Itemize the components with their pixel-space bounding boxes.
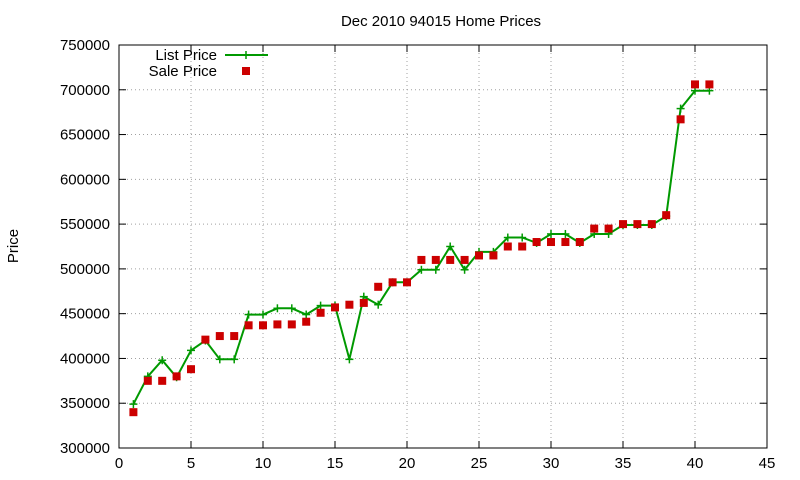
y-tick-label: 300000: [60, 440, 110, 457]
list-price-point: [273, 304, 282, 313]
y-tick-label: 650000: [60, 127, 110, 144]
sale-price-point: [489, 251, 498, 260]
y-axis-label: Price: [5, 229, 22, 263]
legend: List Price Sale Price: [149, 47, 268, 80]
y-tick-label: 750000: [60, 37, 110, 54]
sale-price-point: [403, 278, 411, 287]
sale-price-point: [676, 115, 685, 124]
sale-price-point: [619, 220, 627, 229]
sale-price-point: [359, 298, 368, 307]
sale-price-point: [503, 242, 512, 251]
sale-price-point: [374, 282, 383, 291]
x-tick-label: 5: [187, 455, 195, 472]
sale-price-point: [417, 255, 426, 264]
sale-price-point: [590, 224, 599, 233]
axis-ticks: 0 5 10 15 20 25 30 35 40 45 300000 350000 400000 4500…: [60, 37, 775, 472]
x-tick-label: 45: [759, 455, 776, 472]
sale-price-point: [475, 251, 483, 260]
list-price-point: [417, 265, 426, 274]
sale-price-point: [431, 255, 440, 264]
sale-price-point: [273, 320, 282, 329]
list-price-point: [518, 233, 527, 242]
legend-marker-list-price: [242, 51, 250, 59]
list-price-point: [676, 104, 685, 113]
sale-price-point: [316, 308, 325, 317]
list-price-point: [316, 301, 325, 310]
list-price-point: [503, 233, 512, 242]
list-price-point: [187, 346, 195, 355]
list-price-point: [460, 265, 469, 274]
sale-price-point: [345, 300, 354, 309]
sale-price-point: [201, 335, 210, 344]
chart-title: Dec 2010 94015 Home Prices: [341, 13, 541, 30]
sale-price-point: [244, 321, 253, 330]
series-layer: [129, 80, 714, 417]
list-price-point: [374, 300, 383, 309]
sale-price-point: [633, 220, 642, 229]
sale-price-point: [647, 220, 656, 229]
x-tick-label: 0: [115, 455, 123, 472]
sale-price-point: [691, 80, 699, 89]
grid-lines: [119, 45, 767, 448]
sale-price-point: [388, 278, 397, 287]
x-tick-label: 30: [543, 455, 560, 472]
x-tick-label: 25: [471, 455, 488, 472]
sale-price-point: [230, 332, 239, 341]
list-price-point: [215, 355, 224, 364]
sale-price-point: [705, 80, 714, 89]
y-tick-label: 500000: [60, 261, 110, 278]
list-price-point: [129, 400, 138, 409]
list-price-point: [287, 304, 296, 313]
x-tick-label: 40: [687, 455, 704, 472]
plot-frame: [118, 44, 768, 449]
y-tick-label: 700000: [60, 82, 110, 99]
sale-price-point: [561, 238, 570, 247]
sale-price-point: [460, 255, 469, 264]
x-tick-label: 20: [399, 455, 416, 472]
x-tick-label: 10: [255, 455, 272, 472]
y-tick-label: 350000: [60, 395, 110, 412]
legend-marker-sale-price: [242, 67, 250, 75]
sale-price-point: [158, 376, 167, 385]
sale-price-point: [302, 317, 311, 326]
y-tick-label: 450000: [60, 306, 110, 323]
list-price-point: [547, 229, 555, 238]
legend-marks: [225, 51, 268, 75]
x-tick-label: 35: [615, 455, 632, 472]
list-price-point: [302, 310, 311, 319]
sale-price-point: [532, 238, 541, 247]
sale-price-point: [446, 255, 455, 264]
sale-price-point: [662, 211, 671, 220]
sale-price-point: [187, 365, 195, 374]
sale-price-point: [143, 376, 152, 385]
list-price-point: [446, 242, 455, 251]
legend-label-list-price: List Price: [155, 47, 217, 64]
list-price-point: [561, 229, 570, 238]
sale-price-point: [129, 408, 138, 417]
sale-price-point: [518, 242, 527, 251]
list-price-point: [158, 356, 167, 365]
legend-label-sale-price: Sale Price: [149, 63, 217, 80]
y-tick-label: 550000: [60, 216, 110, 233]
list-price-point: [431, 265, 440, 274]
sale-price-point: [287, 320, 296, 329]
sale-price-point: [604, 224, 613, 233]
list-price-point: [230, 355, 239, 364]
sale-price-point: [259, 321, 267, 330]
list-price-point: [259, 310, 267, 319]
x-tick-label: 15: [327, 455, 344, 472]
sale-price-point: [215, 332, 224, 341]
list-price-point: [345, 355, 354, 364]
sale-price-point: [575, 238, 584, 247]
sale-price-point: [172, 372, 181, 381]
y-tick-label: 400000: [60, 350, 110, 367]
y-tick-label: 600000: [60, 171, 110, 188]
list-price-point: [244, 310, 253, 319]
sale-price-point: [331, 303, 339, 312]
sale-price-point: [547, 238, 555, 247]
